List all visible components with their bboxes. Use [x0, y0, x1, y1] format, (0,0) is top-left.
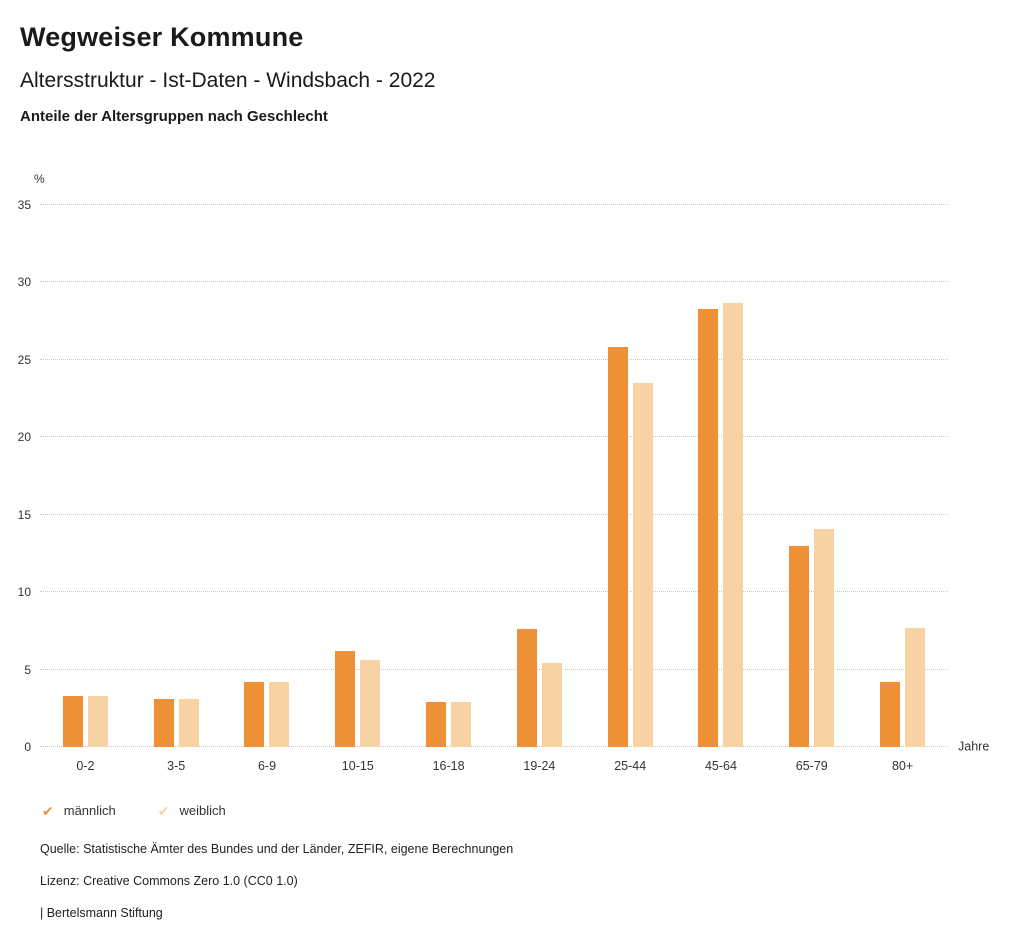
gridline: 35 — [18, 198, 948, 212]
checkmark-icon: ✔ — [42, 802, 54, 819]
footer: Quelle: Statistische Ämter des Bundes un… — [40, 842, 1004, 920]
y-tick-label: 35 — [17, 198, 31, 212]
bar-weiblich-10-15[interactable] — [360, 660, 381, 747]
bar-group-10-15 — [312, 205, 403, 747]
x-tick-label-80+: 80+ — [891, 759, 914, 773]
x-axis-labels: 0-2 3-5 6-9 10-15 16-18 19-24 25-44 45-64 65-79 8… — [40, 759, 948, 773]
bar-weiblich-65-79[interactable] — [814, 528, 835, 747]
x-axis-unit-label: Jahre — [958, 739, 990, 754]
bar-weiblich-6-9[interactable] — [269, 681, 290, 747]
bar-chart: % 0 5 10 15 20 25 30 35 Jahre — [18, 172, 990, 754]
bar-group-45-64 — [676, 205, 767, 747]
bar-männlich-3-5[interactable] — [153, 699, 174, 747]
x-tick-label-6-9: 6-9 — [257, 759, 277, 773]
plot-area: % 0 5 10 15 20 25 30 35 Jahre — [18, 172, 990, 754]
bar-group-3-5 — [131, 205, 222, 747]
gridline: 25 — [18, 353, 948, 367]
legend-label: männlich — [63, 803, 116, 818]
y-tick-label: 15 — [17, 507, 31, 522]
x-tick-label-25-44: 25-44 — [614, 759, 647, 773]
legend-label: weiblich — [179, 803, 226, 818]
bar-group-6-9 — [222, 205, 313, 747]
x-tick-label-0-2: 0-2 — [76, 759, 95, 773]
legend-item-weiblich[interactable]: ✔ weiblich — [158, 803, 226, 818]
bar-weiblich-19-24[interactable] — [541, 663, 562, 747]
y-tick-label: 5 — [24, 662, 31, 677]
y-tick-label: 30 — [17, 275, 31, 290]
bar-männlich-16-18[interactable] — [426, 702, 447, 747]
bar-weiblich-3-5[interactable] — [178, 699, 199, 747]
y-tick-label: 0 — [24, 740, 31, 754]
bar-weiblich-45-64[interactable] — [723, 302, 744, 747]
bar-group-80+ — [857, 205, 948, 747]
bar-group-65-79 — [766, 205, 857, 747]
bar-männlich-45-64[interactable] — [698, 308, 719, 747]
license-text: Lizenz: Creative Commons Zero 1.0 (CC0 1… — [40, 874, 298, 888]
bar-männlich-10-15[interactable] — [335, 651, 356, 747]
chart-description: Anteile der Altersgruppen nach Geschlech… — [20, 108, 328, 125]
x-tick-label-3-5: 3-5 — [167, 759, 186, 773]
x-tick-label-19-24: 19-24 — [523, 759, 556, 773]
x-tick-label-65-79: 65-79 — [795, 759, 828, 773]
x-tick-label-10-15: 10-15 — [341, 759, 374, 773]
bars — [40, 205, 948, 747]
gridline: 5 — [24, 663, 948, 677]
bar-weiblich-80+[interactable] — [905, 627, 926, 747]
gridline: 15 — [18, 508, 948, 522]
bar-männlich-0-2[interactable] — [62, 695, 83, 747]
y-axis-unit-label: % — [34, 172, 45, 186]
bar-männlich-80+[interactable] — [880, 681, 901, 747]
gridline: 30 — [18, 275, 948, 289]
gridline: 0 — [24, 740, 948, 754]
bar-group-16-18 — [403, 205, 494, 747]
gridline: 10 — [18, 585, 948, 599]
chart-subtitle: Altersstruktur - Ist-Daten - Windsbach -… — [20, 69, 436, 92]
bar-männlich-25-44[interactable] — [607, 347, 628, 747]
x-tick-label-45-64: 45-64 — [704, 759, 737, 773]
source-text: Quelle: Statistische Ämter des Bundes un… — [40, 842, 514, 856]
bar-group-0-2 — [40, 205, 131, 747]
y-tick-label: 20 — [17, 430, 31, 445]
bar-weiblich-0-2[interactable] — [87, 695, 108, 747]
bar-männlich-6-9[interactable] — [244, 681, 265, 747]
y-tick-label: 10 — [17, 585, 31, 600]
bar-weiblich-16-18[interactable] — [451, 702, 472, 747]
bar-männlich-19-24[interactable] — [516, 629, 537, 747]
bar-group-19-24 — [494, 205, 585, 747]
x-tick-label-16-18: 16-18 — [432, 759, 465, 773]
y-tick-label: 25 — [17, 352, 31, 367]
page-title: Wegweiser Kommune — [20, 22, 304, 52]
gridline: 20 — [18, 430, 948, 444]
legend-item-männlich[interactable]: ✔ männlich — [42, 803, 116, 818]
bar-group-25-44 — [585, 205, 676, 747]
bar-weiblich-25-44[interactable] — [632, 383, 653, 747]
checkmark-icon: ✔ — [157, 802, 170, 819]
legend: ✔ männlich ✔ weiblich — [42, 803, 1004, 818]
bar-männlich-65-79[interactable] — [789, 545, 810, 747]
attribution-text: | Bertelsmann Stiftung — [40, 906, 163, 920]
